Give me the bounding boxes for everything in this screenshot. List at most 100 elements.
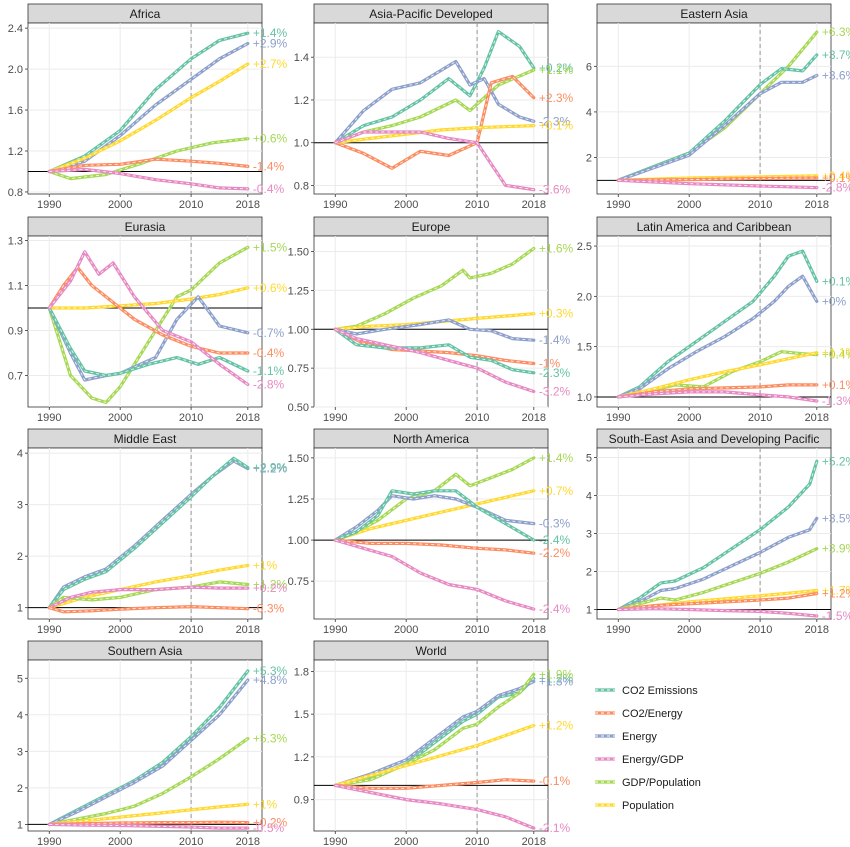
x-tick-label: 1990: [323, 199, 347, 211]
series-line-co2-energy: [333, 74, 536, 170]
end-label-population: +0.6%: [253, 281, 288, 295]
series-dash-gdp-population: [48, 246, 249, 404]
x-tick-label: 1990: [323, 412, 347, 424]
end-label-co2-energy: +0.2%: [253, 816, 288, 830]
end-label-co2-emissions: +0.1%: [822, 274, 850, 288]
series-dash-energy-gdp: [618, 391, 817, 402]
x-tick-label: 2000: [108, 412, 132, 424]
y-tick-label: 2: [17, 783, 23, 795]
series-line-gdp-population: [616, 547, 819, 612]
series-line-co2-energy: [47, 157, 250, 174]
series-dash-co2-energy: [618, 384, 817, 398]
end-label-energy-gdp: -2.1%: [539, 821, 571, 835]
end-label-co2-emissions: +2.9%: [253, 461, 288, 475]
end-label-co2-emissions: +1.2%: [539, 672, 574, 686]
panel-europe: Europe 0.50 0.75 1.00 1.25 1.50 1990 2000 2010 20…: [288, 216, 574, 424]
y-tick-label: 3: [17, 746, 23, 758]
panel-title: Africa: [130, 7, 161, 21]
x-tick-label: 2018: [236, 624, 260, 636]
x-tick-label: 2010: [465, 412, 489, 424]
x-tick-label: 2018: [805, 199, 829, 211]
end-label-energy: +2.2%: [253, 462, 288, 476]
y-tick-label: 1.4: [294, 52, 309, 64]
panel-title: North America: [393, 432, 469, 446]
y-tick-label: 1.8: [294, 666, 309, 678]
legend-item-gdp-population: GDP/Population: [595, 777, 701, 789]
legend-label: Population: [622, 800, 674, 812]
end-label-gdp-population: +0.4%: [822, 348, 850, 362]
end-label-gdp-population: +1.4%: [539, 451, 574, 465]
y-tick-label: 2.0: [577, 291, 592, 303]
x-tick-label: 2018: [522, 624, 546, 636]
y-tick-label: 4: [17, 710, 23, 722]
x-tick-label: 1990: [323, 624, 347, 636]
end-label-co2-energy: +0.1%: [822, 171, 850, 185]
x-tick-label: 2010: [748, 199, 772, 211]
x-tick-label: 2010: [748, 624, 772, 636]
y-tick-label: 1: [586, 605, 592, 617]
series-dash-co2-emissions: [618, 250, 818, 398]
x-tick-label: 2000: [677, 199, 701, 211]
end-label-gdp-population: +0.6%: [253, 132, 288, 146]
end-label-energy: +3.6%: [822, 68, 850, 82]
y-tick-label: 0.50: [288, 402, 309, 414]
panel-title: Southern Asia: [108, 644, 183, 658]
x-tick-label: 2010: [179, 199, 203, 211]
x-tick-label: 2018: [236, 412, 260, 424]
end-label-energy: +0%: [822, 294, 847, 308]
x-tick-label: 2000: [394, 624, 418, 636]
x-tick-label: 1990: [323, 836, 347, 847]
x-tick-label: 2000: [677, 624, 701, 636]
y-tick-label: 2: [586, 153, 592, 165]
y-tick-label: 1.5: [294, 709, 309, 721]
end-label-gdp-population: +1.1%: [539, 63, 574, 77]
end-label-co2-emissions: -1.1%: [253, 364, 285, 378]
end-label-energy: -0.7%: [253, 326, 285, 340]
end-label-population: +0.1%: [539, 119, 574, 133]
series-dash-energy: [48, 296, 248, 381]
end-label-co2-energy: -0.4%: [253, 346, 285, 360]
end-label-energy: -1.4%: [539, 333, 571, 347]
x-tick-label: 1990: [606, 624, 630, 636]
panel-africa: Africa 0.8 1.2 1.6 2.0 2.4 1990 2000 2010 2018 +1.…: [8, 3, 288, 211]
series-dash-energy-gdp: [335, 784, 534, 829]
end-label-population: +1.1%: [822, 346, 850, 360]
end-label-co2-energy: -2.2%: [539, 546, 571, 560]
panel-title: Europe: [412, 220, 451, 234]
series-dash-energy-gdp: [48, 250, 249, 385]
y-tick-label: 2: [17, 551, 23, 563]
x-tick-label: 1990: [606, 199, 630, 211]
x-tick-label: 2018: [522, 412, 546, 424]
end-label-co2-energy: +2.3%: [539, 91, 574, 105]
panel-title: Asia-Pacific Developed: [369, 7, 492, 21]
series-dash-population: [335, 490, 534, 541]
y-tick-label: 1.2: [294, 752, 309, 764]
series-dash-energy-gdp: [49, 586, 248, 609]
series-dash-co2-energy: [48, 266, 248, 354]
end-label-population: +0.4%: [822, 169, 850, 183]
end-label-gdp-population: +1.2%: [253, 577, 288, 591]
legend-label: Energy: [622, 731, 657, 743]
x-tick-label: 2018: [805, 624, 829, 636]
end-label-energy: -0.3%: [539, 517, 571, 531]
end-label-co2-energy: +0.1%: [822, 378, 850, 392]
series-dash-gdp-population: [49, 581, 248, 609]
panel-title: Latin America and Caribbean: [637, 220, 792, 234]
x-tick-label: 1990: [37, 624, 61, 636]
series-dash-population: [618, 590, 817, 610]
x-tick-label: 2018: [236, 836, 260, 847]
x-tick-label: 2000: [108, 199, 132, 211]
panel-middle-east: Middle East 1 2 3 4 1990 2000 2010 2018 +2.2%+2.9…: [17, 428, 288, 636]
y-tick-label: 0.75: [288, 363, 309, 375]
end-label-co2-energy: -1.4%: [253, 159, 285, 173]
y-tick-label: 2.0: [8, 64, 23, 76]
panel-eurasia: Eurasia 0.7 0.9 1.1 1.3 1990 2000 2010 2018 +1.5%…: [8, 216, 288, 424]
y-tick-label: 1.00: [288, 324, 309, 336]
x-tick-label: 2018: [522, 199, 546, 211]
end-label-co2-energy: -0.3%: [253, 602, 285, 616]
panel-latin-america-and-caribbean: Latin America and Caribbean 1.0 1.5 2.0 2.5 1…: [577, 216, 850, 424]
series-dash-co2-energy: [618, 177, 817, 181]
end-label-co2-emissions: +1.4%: [253, 26, 288, 40]
